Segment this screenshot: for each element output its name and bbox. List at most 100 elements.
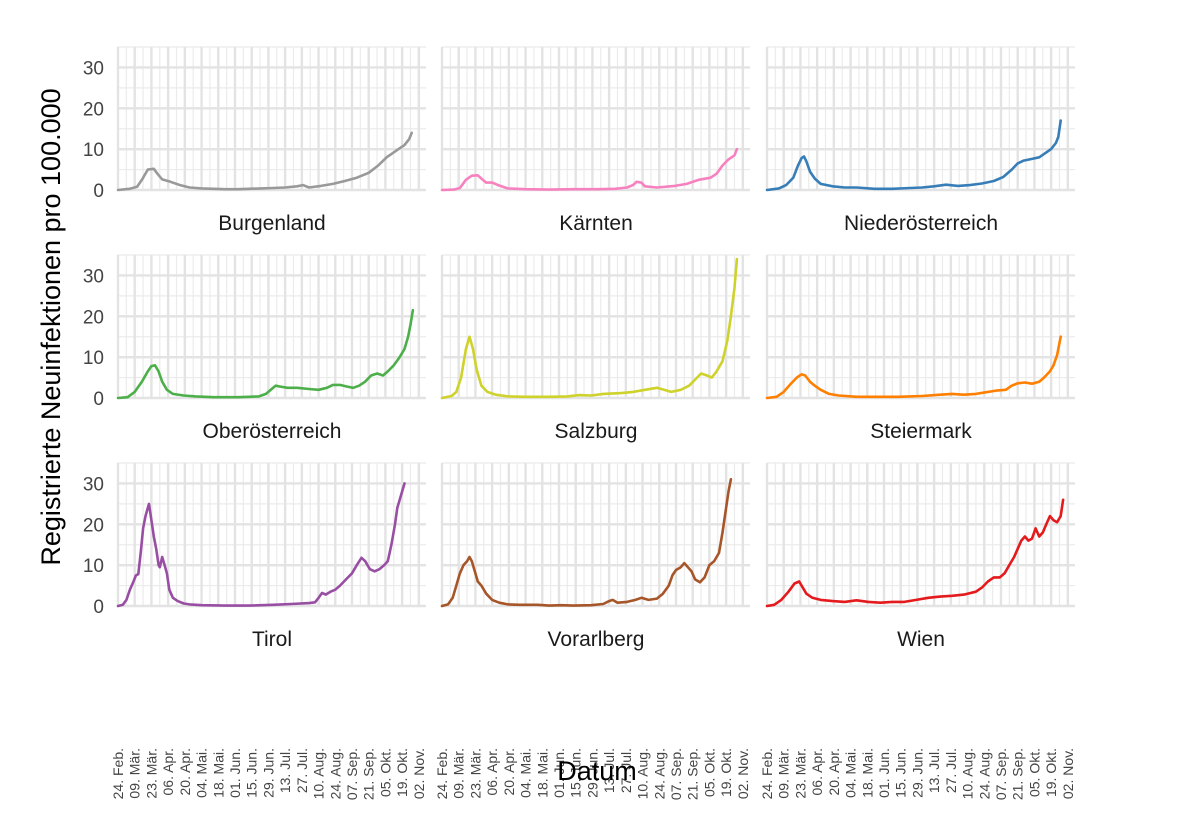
- y-tick-label: 10: [83, 348, 104, 369]
- x-tick-label: 24. Feb.: [434, 748, 450, 799]
- facet-label-wien: Wien: [897, 628, 945, 651]
- x-tick-label: 21. Sep.: [361, 748, 377, 800]
- x-tick-label: 27. Jul.: [943, 748, 959, 793]
- x-tick-label: 06. Apr.: [160, 748, 176, 795]
- x-tick-label: 02. Nov.: [1060, 748, 1076, 799]
- facet-label-karnten: Kärnten: [559, 212, 633, 235]
- y-tick-label: 10: [83, 140, 104, 161]
- facet-label-tirol: Tirol: [252, 628, 292, 651]
- series-line-niederosterreich: [765, 119, 1062, 192]
- x-tick-label: 23. Mär.: [143, 748, 159, 799]
- x-tick-label: 19. Okt.: [394, 748, 410, 797]
- x-tick-label: 10. Aug.: [635, 748, 651, 799]
- x-tick-label: 21. Sep.: [685, 748, 701, 800]
- x-tick-label: 27. Jul.: [618, 748, 634, 793]
- panel-oberosterreich: 0 10 20 30 Oberösterreich: [83, 254, 426, 443]
- panel-karnten: Kärnten: [440, 46, 750, 235]
- x-tick-label: 07. Sep.: [668, 748, 684, 800]
- panel-burgenland: 0 10 20 30 Burgenland: [83, 46, 426, 235]
- y-tick-label: 30: [83, 266, 104, 287]
- x-axis-column-3: 24. Feb. 09. Mär. 23. Mär. 06. Apr. 20. Apr.…: [759, 748, 1076, 800]
- panel-salzburg: Salzburg: [440, 254, 750, 443]
- x-tick-label: 19. Okt.: [1043, 748, 1059, 797]
- panel-tirol: 0 10 20 30 Tirol: [83, 462, 426, 651]
- y-tick-label: 0: [93, 181, 104, 202]
- x-tick-label: 05. Okt.: [1026, 748, 1042, 797]
- x-tick-label: 07. Sep.: [993, 748, 1009, 800]
- x-tick-label: 24. Aug.: [651, 748, 667, 799]
- x-tick-label: 27. Jul.: [294, 748, 310, 793]
- x-tick-label: 18. Mai.: [210, 748, 226, 798]
- x-tick-label: 10. Aug.: [960, 748, 976, 799]
- y-tick-label: 0: [93, 597, 104, 618]
- x-tick-label: 23. Mär.: [792, 748, 808, 799]
- x-tick-label: 20. Apr.: [826, 748, 842, 795]
- series-line-vorarlberg: [440, 478, 733, 608]
- series-line-wien: [765, 498, 1065, 608]
- x-tick-label: 20. Apr.: [177, 748, 193, 795]
- x-tick-label: 19. Okt.: [718, 748, 734, 797]
- panel-wien: Wien: [765, 462, 1075, 651]
- x-axes: 24. Feb. 09. Mär. 23. Mär. 06. Apr. 20. Apr.…: [110, 748, 1076, 800]
- y-tick-label: 20: [83, 307, 104, 328]
- series-line-tirol: [116, 482, 406, 608]
- x-tick-label: 24. Feb.: [110, 748, 126, 799]
- x-tick-label: 06. Apr.: [809, 748, 825, 795]
- x-tick-label: 10. Aug.: [311, 748, 327, 799]
- panel-niederosterreich: Niederösterreich: [765, 46, 1075, 235]
- series-line-karnten: [440, 147, 739, 192]
- y-tick-label: 20: [83, 515, 104, 536]
- x-tick-label: 15. Jun.: [893, 748, 909, 798]
- facet-label-oberosterreich: Oberösterreich: [203, 420, 342, 443]
- y-tick-label: 30: [83, 58, 104, 79]
- x-tick-label: 15. Jun.: [568, 748, 584, 798]
- x-tick-label: 13. Jul.: [926, 748, 942, 793]
- x-tick-label: 05. Okt.: [377, 748, 393, 797]
- y-tick-label: 20: [83, 99, 104, 120]
- y-axis-title: Registrierte Neuinfektionen pro 100.000: [36, 88, 66, 565]
- x-tick-label: 24. Aug.: [976, 748, 992, 799]
- x-tick-label: 20. Apr.: [501, 748, 517, 795]
- x-tick-label: 02. Nov.: [411, 748, 427, 799]
- x-axis-title: Datum: [557, 756, 637, 786]
- x-axis-column-2: 24. Feb. 09. Mär. 23. Mär. 06. Apr. 20. Apr.…: [434, 748, 751, 800]
- facet-label-vorarlberg: Vorarlberg: [548, 628, 645, 651]
- series-line-steiermark: [765, 335, 1062, 400]
- x-tick-label: 04. Mai.: [843, 748, 859, 798]
- x-tick-label: 02. Nov.: [735, 748, 751, 799]
- x-tick-label: 09. Mär.: [776, 748, 792, 799]
- x-tick-label: 24. Aug.: [327, 748, 343, 799]
- x-tick-label: 24. Feb.: [759, 748, 775, 799]
- x-tick-label: 23. Mär.: [467, 748, 483, 799]
- x-tick-label: 05. Okt.: [701, 748, 717, 797]
- y-tick-label: 30: [83, 474, 104, 495]
- x-tick-label: 29. Jun.: [260, 748, 276, 798]
- facet-panels: 0 10 20 30 Burgenland Kärnten Niederösterreich…: [83, 46, 1075, 651]
- series-line-burgenland: [116, 131, 413, 192]
- x-tick-label: 01. Jun.: [227, 748, 243, 798]
- facet-label-salzburg: Salzburg: [555, 420, 638, 443]
- facet-label-niederosterreich: Niederösterreich: [844, 212, 998, 235]
- panel-steiermark: Steiermark: [765, 254, 1075, 443]
- facet-label-burgenland: Burgenland: [218, 212, 325, 235]
- x-tick-label: 01. Jun.: [876, 748, 892, 798]
- x-tick-label: 13. Jul.: [601, 748, 617, 793]
- x-tick-label: 15. Jun.: [244, 748, 260, 798]
- series-line-oberosterreich: [116, 308, 415, 400]
- x-tick-label: 07. Sep.: [344, 748, 360, 800]
- x-tick-label: 09. Mär.: [451, 748, 467, 799]
- y-tick-label: 0: [93, 389, 104, 410]
- panel-vorarlberg: Vorarlberg: [440, 462, 750, 651]
- x-tick-label: 29. Jun.: [584, 748, 600, 798]
- x-tick-label: 09. Mär.: [127, 748, 143, 799]
- facet-label-steiermark: Steiermark: [870, 420, 972, 443]
- x-tick-label: 13. Jul.: [277, 748, 293, 793]
- x-axis-column-1: 24. Feb. 09. Mär. 23. Mär. 06. Apr. 20. Apr.…: [110, 748, 427, 800]
- x-tick-label: 18. Mai.: [859, 748, 875, 798]
- x-tick-label: 04. Mai.: [518, 748, 534, 798]
- x-tick-label: 18. Mai.: [534, 748, 550, 798]
- x-tick-label: 06. Apr.: [484, 748, 500, 795]
- x-tick-label: 29. Jun.: [909, 748, 925, 798]
- series-line-salzburg: [440, 257, 739, 400]
